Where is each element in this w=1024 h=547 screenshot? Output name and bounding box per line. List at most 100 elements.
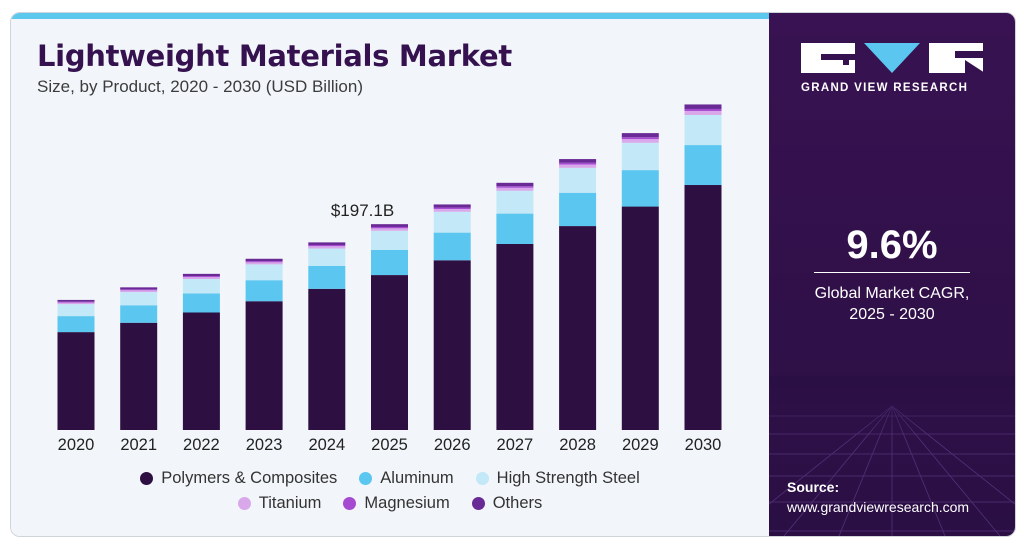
bar-segment-2030-5	[684, 104, 722, 109]
bar-segment-2027-5	[496, 182, 534, 187]
bar-segment-2029-1	[621, 170, 659, 207]
legend-item-aluminum: Aluminum	[359, 469, 454, 488]
bar-segment-2020-1	[57, 316, 95, 333]
cagr-divider	[814, 272, 970, 273]
bar-segment-2029-2	[621, 142, 659, 171]
bar-segment-2029-5	[621, 133, 659, 138]
x-tick-label-2023: 2023	[246, 436, 283, 454]
legend-label-magnesium: Magnesium	[364, 494, 450, 512]
bar-segment-2029-4	[621, 137, 659, 140]
bar-segment-2021-4	[120, 289, 158, 291]
x-tick-label-2028: 2028	[559, 436, 596, 454]
x-tick-label-2020: 2020	[58, 436, 95, 454]
bar-segment-2022-0	[182, 312, 220, 430]
bar-segment-2023-2	[245, 264, 283, 281]
bar-segment-2020-5	[57, 299, 95, 302]
legend-item-polymers: Polymers & Composites	[140, 469, 337, 488]
bar-segment-2028-1	[559, 192, 597, 227]
bar-segment-2020-2	[57, 304, 95, 317]
bar-segment-2030-2	[684, 115, 722, 146]
legend-item-steel: High Strength Steel	[475, 469, 640, 488]
legend-label-titanium: Titanium	[258, 494, 322, 512]
source-url: www.grandviewresearch.com	[787, 499, 970, 515]
legend-swatch-titanium	[237, 497, 251, 510]
bar-segment-2028-2	[559, 167, 597, 193]
bar-segment-2026-3	[433, 208, 471, 212]
bar-segment-2025-1	[371, 249, 408, 276]
bar-segment-2021-1	[120, 305, 158, 323]
bar-segment-2022-2	[182, 278, 220, 294]
cagr-label-line1: Global Market CAGR,	[814, 285, 970, 302]
bar-segment-2021-3	[120, 290, 158, 293]
cagr-label: Global Market CAGR, 2025 - 2030	[769, 283, 1015, 325]
chart-title: Lightweight Materials Market	[37, 39, 512, 73]
x-tick-label-2027: 2027	[497, 436, 534, 454]
bar-segment-2024-3	[308, 246, 346, 249]
bar-segment-2023-1	[245, 280, 283, 302]
legend-label-others: Others	[492, 494, 543, 512]
bar-segment-2023-4	[245, 261, 283, 263]
legend-swatch-polymers	[140, 472, 154, 485]
legend-swatch-steel	[475, 472, 489, 485]
legend-item-others: Others	[471, 494, 543, 513]
logo-mark-v	[864, 43, 920, 73]
legend-item-titanium: Titanium	[237, 494, 322, 513]
decorative-grid-floor	[769, 376, 1015, 536]
legend-label-aluminum: Aluminum	[380, 469, 454, 487]
bar-segment-2029-3	[621, 139, 659, 143]
bar-segment-2029-0	[621, 206, 659, 430]
chart-panel: Lightweight Materials Market Size, by Pr…	[11, 13, 769, 536]
bar-segment-2027-1	[496, 213, 534, 244]
legend-swatch-magnesium	[343, 497, 357, 510]
x-tick-label-2024: 2024	[308, 436, 345, 454]
bar-segment-2025-2	[371, 230, 408, 250]
bar-segment-2026-5	[433, 204, 471, 208]
x-tick-label-2029: 2029	[622, 436, 659, 454]
cagr-value: 9.6%	[846, 223, 938, 267]
logo-mark-r	[929, 43, 985, 73]
side-panel: GRAND VIEW RESEARCH 9.6% Global Market C…	[769, 13, 1015, 536]
bar-segment-2022-5	[182, 273, 220, 277]
x-tick-label-2030: 2030	[685, 436, 722, 454]
logo-marks	[801, 43, 985, 73]
bar-segment-2025-0	[371, 275, 408, 430]
bar-segment-2024-1	[308, 265, 346, 289]
bar-segment-2024-0	[308, 288, 346, 430]
bar-segment-2021-2	[120, 292, 158, 306]
bar-segment-2022-1	[182, 293, 220, 313]
source-note: Source: www.grandviewresearch.com	[787, 477, 969, 517]
stacked-bar-chart: 2020 2021 2022 2023 2024 2025 $197.1B 2026 2027 2…	[57, 104, 722, 454]
x-tick-label-2025: 2025	[371, 436, 408, 454]
chart-subtitle: Size, by Product, 2020 - 2030 (USD Billi…	[37, 77, 363, 96]
legend-row-1: Polymers & Composites Aluminum High Stre…	[11, 469, 769, 488]
bar-segment-2030-3	[684, 110, 722, 115]
bar-segment-2024-2	[308, 248, 346, 266]
logo-text: GRAND VIEW RESEARCH	[801, 82, 969, 94]
bar-segment-2021-5	[120, 287, 158, 290]
bar-segment-2027-4	[496, 186, 534, 188]
bar-segment-2021-0	[120, 322, 158, 430]
x-tick-label-2022: 2022	[183, 436, 220, 454]
legend-label-polymers: Polymers & Composites	[161, 469, 338, 487]
bar-segment-2020-3	[57, 302, 95, 305]
bar-segment-2022-3	[182, 277, 220, 279]
source-label: Source:	[787, 479, 840, 495]
x-tick-label-2026: 2026	[434, 436, 471, 454]
x-tick-label-2021: 2021	[120, 436, 157, 454]
bar-segment-2023-3	[245, 262, 283, 265]
chart-card: Lightweight Materials Market Size, by Pr…	[10, 12, 1016, 537]
bar-segment-2025-4	[371, 226, 408, 229]
legend-row-2: Titanium Magnesium Others	[11, 494, 769, 513]
bar-segment-2028-0	[559, 226, 597, 430]
bar-segment-2025-3	[371, 228, 408, 231]
bar-segment-2030-0	[684, 185, 722, 430]
bar-segment-2026-2	[433, 211, 471, 233]
bar-segment-2027-2	[496, 190, 534, 214]
legend-swatch-others	[471, 497, 485, 510]
bar-segment-2030-1	[684, 145, 722, 186]
bar-segment-2020-0	[57, 332, 95, 430]
legend-item-magnesium: Magnesium	[343, 494, 450, 513]
bar-segment-2028-3	[559, 164, 597, 168]
bar-segment-2023-5	[245, 258, 283, 262]
bar-segment-2024-4	[308, 244, 346, 247]
